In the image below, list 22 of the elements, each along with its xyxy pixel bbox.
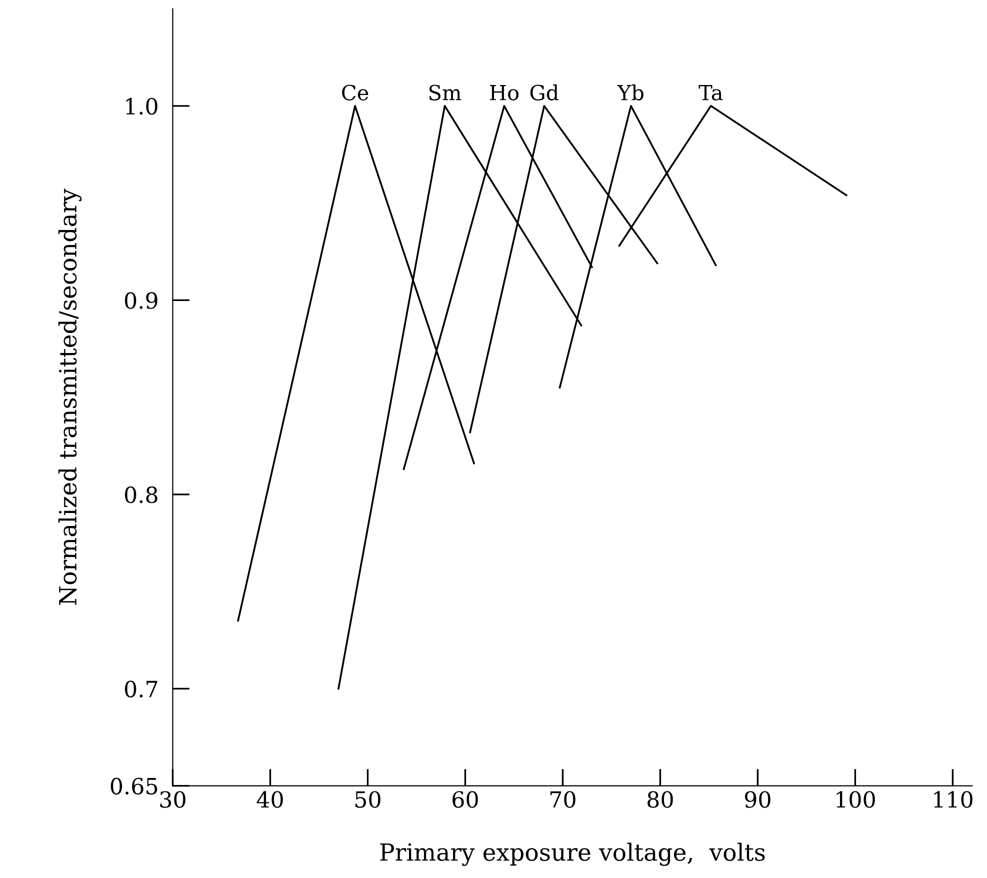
series-label: Gd bbox=[530, 84, 559, 100]
x-tick-label: 100 bbox=[836, 791, 875, 808]
series-label: Sm bbox=[429, 84, 462, 100]
x-tick-label: 90 bbox=[744, 791, 770, 808]
series-label: Ta bbox=[698, 85, 723, 100]
y-tick-label: 0.65 bbox=[110, 778, 158, 795]
x-tick-label: 50 bbox=[355, 791, 380, 808]
y-axis-title: Normalized transmitted/secondary bbox=[58, 188, 82, 605]
series-label: Ce bbox=[342, 84, 368, 100]
x-tick-label: 80 bbox=[648, 791, 673, 808]
y-tick-label: 0.8 bbox=[124, 486, 158, 504]
x-tick-label: 70 bbox=[550, 791, 576, 808]
series-label: Ho bbox=[490, 85, 519, 100]
x-tick-label: 110 bbox=[934, 791, 972, 808]
x-tick-label: 40 bbox=[256, 791, 283, 808]
x-tick-label: 30 bbox=[160, 791, 186, 808]
y-tick-label: 0.7 bbox=[124, 680, 158, 698]
x-tick-label: 60 bbox=[452, 791, 478, 808]
y-tick-label: 0.9 bbox=[124, 292, 158, 309]
series-label: Yb bbox=[617, 84, 644, 100]
y-tick-label: 1.0 bbox=[126, 98, 158, 115]
x-axis-title: Primary exposure voltage, volts bbox=[380, 842, 765, 866]
